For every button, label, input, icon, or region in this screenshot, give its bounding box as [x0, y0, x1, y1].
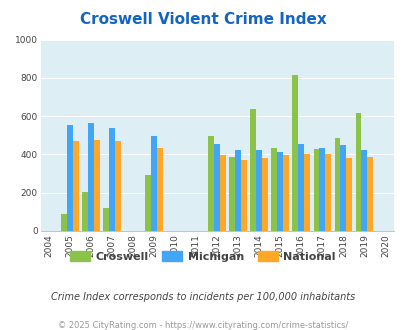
Bar — [235, 150, 241, 231]
Bar — [339, 145, 345, 231]
Bar — [292, 75, 298, 231]
Text: © 2025 CityRating.com - https://www.cityrating.com/crime-statistics/: © 2025 CityRating.com - https://www.city… — [58, 321, 347, 330]
Bar — [303, 154, 309, 231]
Bar — [298, 144, 303, 231]
Bar — [324, 154, 330, 231]
Bar — [103, 208, 109, 231]
Bar — [208, 136, 214, 231]
Bar — [61, 214, 67, 231]
Bar — [109, 128, 115, 231]
Bar — [73, 141, 79, 231]
Bar — [345, 157, 351, 231]
Bar — [241, 160, 247, 231]
Bar — [220, 155, 226, 231]
Bar — [88, 123, 94, 231]
Bar — [214, 144, 220, 231]
Bar — [67, 125, 73, 231]
Bar — [256, 150, 262, 231]
Bar — [151, 136, 157, 231]
Bar — [82, 192, 88, 231]
Bar — [283, 155, 288, 231]
Bar — [262, 158, 267, 231]
Legend: Croswell, Michigan, National: Croswell, Michigan, National — [66, 247, 339, 267]
Bar — [319, 148, 324, 231]
Bar — [334, 138, 339, 231]
Text: Crime Index corresponds to incidents per 100,000 inhabitants: Crime Index corresponds to incidents per… — [51, 292, 354, 302]
Bar — [157, 148, 162, 231]
Text: Croswell Violent Crime Index: Croswell Violent Crime Index — [79, 12, 326, 26]
Bar — [250, 110, 256, 231]
Bar — [313, 149, 319, 231]
Bar — [367, 157, 372, 231]
Bar — [115, 141, 121, 231]
Bar — [355, 113, 360, 231]
Bar — [94, 140, 100, 231]
Bar — [271, 148, 277, 231]
Bar — [277, 151, 283, 231]
Bar — [229, 157, 235, 231]
Bar — [145, 176, 151, 231]
Bar — [360, 150, 367, 231]
